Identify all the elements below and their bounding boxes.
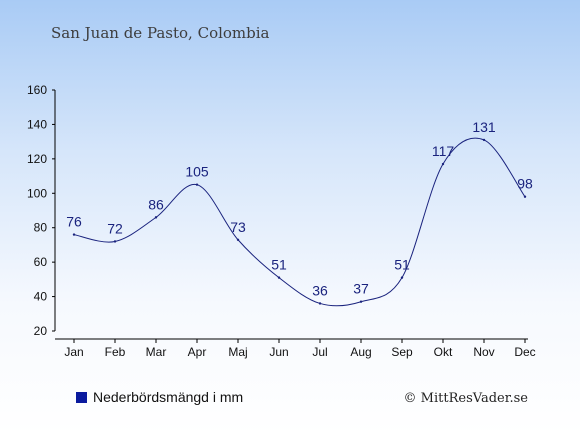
data-point (523, 195, 527, 198)
x-tick-label: Apr (188, 345, 207, 359)
x-axis-ticks: Jan Feb Mar Apr Maj Jun Jul Aug Sep Okt Nov Dec (64, 339, 536, 359)
credit-text: © MittResVader.se (404, 391, 529, 406)
data-label: 98 (517, 176, 533, 192)
data-point (72, 233, 76, 236)
y-axis-ticks: 20 40 60 80 100 120 140 160 (27, 83, 55, 338)
data-point (441, 162, 445, 166)
y-tick-label: 140 (27, 117, 47, 131)
legend-marker (76, 392, 87, 403)
y-tick-label: 100 (27, 186, 47, 200)
chart-title: San Juan de Pasto, Colombia (51, 24, 270, 42)
y-tick-label: 80 (34, 221, 48, 235)
data-point (113, 240, 117, 243)
data-point (154, 216, 158, 219)
x-tick-label: Aug (350, 345, 371, 359)
x-tick-label: Jun (269, 345, 288, 359)
data-point (195, 183, 199, 186)
x-tick-label: Sep (391, 345, 413, 359)
data-label: 131 (472, 119, 496, 135)
data-label: 36 (312, 282, 328, 298)
data-point (236, 238, 240, 241)
data-label: 117 (432, 143, 455, 159)
data-label: 72 (107, 220, 123, 236)
axes (54, 90, 528, 340)
data-label: 37 (353, 281, 369, 297)
x-tick-label: Dec (514, 345, 535, 359)
x-tick-label: Nov (473, 345, 494, 359)
data-point (318, 302, 322, 305)
legend-label: Nederbördsmängd i mm (93, 389, 243, 405)
x-tick-label: Feb (105, 345, 126, 359)
series-line (73, 137, 526, 307)
x-tick-label: Jan (64, 345, 83, 359)
data-point (277, 276, 281, 279)
data-label: 105 (185, 164, 209, 180)
data-points (72, 138, 527, 305)
y-tick-label: 60 (34, 255, 48, 269)
y-tick-label: 40 (34, 290, 48, 304)
data-label: 73 (230, 219, 246, 235)
data-labels: 76 72 86 105 73 51 36 37 51 117 131 98 (66, 119, 533, 299)
x-tick-label: Jul (312, 345, 327, 359)
data-label: 76 (66, 214, 82, 230)
data-label: 86 (148, 196, 164, 212)
x-tick-label: Mar (146, 345, 167, 359)
data-point (400, 276, 404, 279)
y-tick-label: 120 (27, 152, 47, 166)
data-label: 51 (271, 257, 287, 273)
x-tick-label: Maj (228, 345, 247, 359)
data-point (482, 138, 486, 142)
data-label: 51 (394, 257, 410, 273)
data-point (359, 300, 363, 303)
x-tick-label: Okt (434, 345, 453, 359)
y-tick-label: 160 (27, 83, 47, 97)
y-tick-label: 20 (34, 324, 48, 338)
